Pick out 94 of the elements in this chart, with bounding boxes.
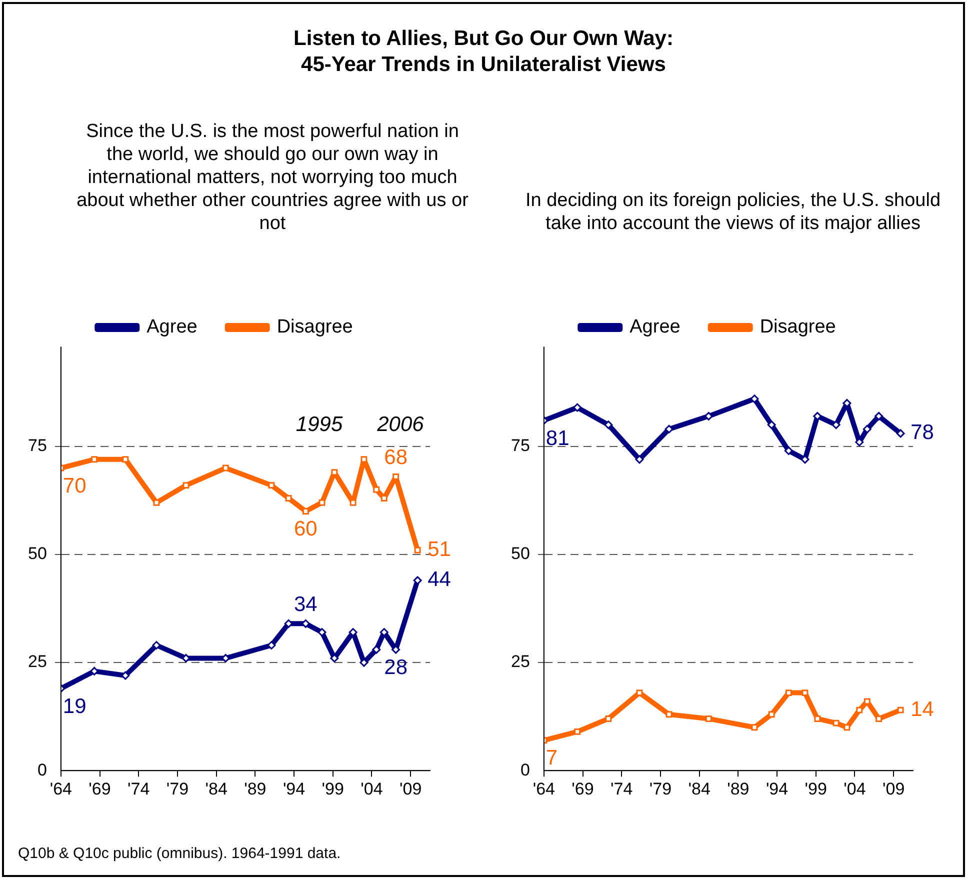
x-tick-label: '74	[610, 779, 633, 798]
point	[573, 403, 582, 412]
x-tick-label: '84	[205, 779, 228, 798]
point	[897, 706, 904, 714]
point	[666, 711, 672, 718]
data-label: 34	[294, 592, 318, 616]
legend-label: Agree	[630, 316, 680, 338]
point	[153, 499, 160, 506]
point	[896, 429, 905, 438]
point	[392, 473, 400, 480]
data-label: 78	[910, 421, 934, 444]
y-tick-label: 50	[510, 544, 530, 564]
x-tick-label: '89	[727, 779, 750, 798]
x-tick-label: '69	[88, 779, 111, 798]
x-tick-label: '79	[166, 779, 189, 798]
point	[802, 690, 808, 696]
point	[318, 628, 326, 637]
x-tick-label: '99	[804, 779, 827, 798]
chart-subtitle: In deciding on its foreign policies, the U.S. should take into account the views of its major allies	[524, 189, 942, 235]
x-tick-label: '09	[399, 779, 422, 798]
point	[750, 394, 759, 404]
data-label: 19	[62, 694, 86, 718]
point	[350, 499, 356, 506]
point	[814, 716, 821, 722]
annotation: 2006	[376, 412, 424, 436]
text: Q10b & Q10c public (omnibus). 1964-1991 data.	[18, 845, 341, 862]
point	[152, 641, 161, 650]
x-tick-label: '69	[572, 779, 594, 798]
x-tick-label: '99	[322, 779, 344, 798]
point	[704, 412, 713, 420]
y-tick-label: 75	[28, 436, 47, 456]
x-tick-label: '89	[244, 779, 266, 798]
y-tick-label: 25	[28, 652, 47, 672]
data-label: 81	[546, 426, 570, 450]
y-tick-label: 0	[37, 760, 47, 780]
point	[318, 499, 326, 506]
point	[785, 690, 792, 696]
point	[373, 486, 380, 493]
point	[784, 446, 793, 455]
point	[414, 546, 421, 554]
point	[372, 645, 381, 654]
x-tick-label: '04	[844, 779, 866, 798]
point	[876, 716, 882, 722]
data-label: 7	[546, 746, 558, 770]
point	[751, 724, 758, 731]
point	[862, 424, 872, 434]
point	[268, 482, 275, 489]
point	[574, 728, 581, 735]
point	[832, 420, 840, 430]
text: Listen to Allies, But Go Our Own Way: 45-Year Trends in Unilateralist Views	[292, 26, 674, 78]
data-label: 44	[428, 568, 452, 592]
data-label: 14	[910, 698, 934, 721]
y-tick-label: 25	[510, 652, 530, 672]
point	[664, 424, 674, 434]
x-tick-label: '04	[360, 779, 383, 798]
point	[182, 482, 190, 489]
point	[302, 508, 309, 514]
x-tick-label: '64	[532, 779, 555, 798]
point	[768, 711, 775, 718]
point	[267, 641, 276, 650]
x-tick-label: '64	[50, 779, 72, 798]
annotation: 1995	[296, 412, 343, 436]
chart-subtitle: Since the U.S. is the most powerful nation in the world, we should go our own way in international matters, not worrying too much about whether other countries agree with us or not	[76, 120, 470, 235]
point	[767, 420, 776, 430]
point	[874, 412, 884, 420]
point	[91, 456, 98, 463]
x-tick-label: '94	[766, 779, 788, 798]
x-tick-label: '94	[282, 779, 306, 798]
y-tick-label: 50	[28, 544, 47, 564]
legend-label: Disagree	[276, 316, 353, 338]
x-tick-label: '84	[688, 779, 710, 798]
x-tick-label: '79	[649, 779, 672, 798]
point	[604, 420, 613, 430]
data-label: 70	[62, 474, 86, 498]
data-label: 28	[384, 656, 408, 679]
point	[844, 724, 850, 731]
legend-label: Agree	[146, 316, 198, 338]
y-tick-label: 0	[520, 760, 530, 780]
point	[832, 720, 840, 726]
data-label: 68	[384, 446, 408, 469]
point	[122, 456, 129, 463]
point	[856, 706, 863, 714]
y-tick-label: 75	[510, 436, 530, 456]
point	[222, 464, 229, 472]
data-label: 60	[294, 518, 318, 541]
x-tick-label: '74	[128, 779, 150, 798]
x-tick-label: '09	[882, 779, 905, 798]
point	[705, 716, 712, 722]
data-label: 51	[428, 538, 451, 561]
legend-label: Disagree	[760, 316, 836, 338]
point	[360, 456, 368, 463]
point	[285, 495, 292, 502]
point	[605, 716, 612, 722]
point	[635, 455, 644, 464]
